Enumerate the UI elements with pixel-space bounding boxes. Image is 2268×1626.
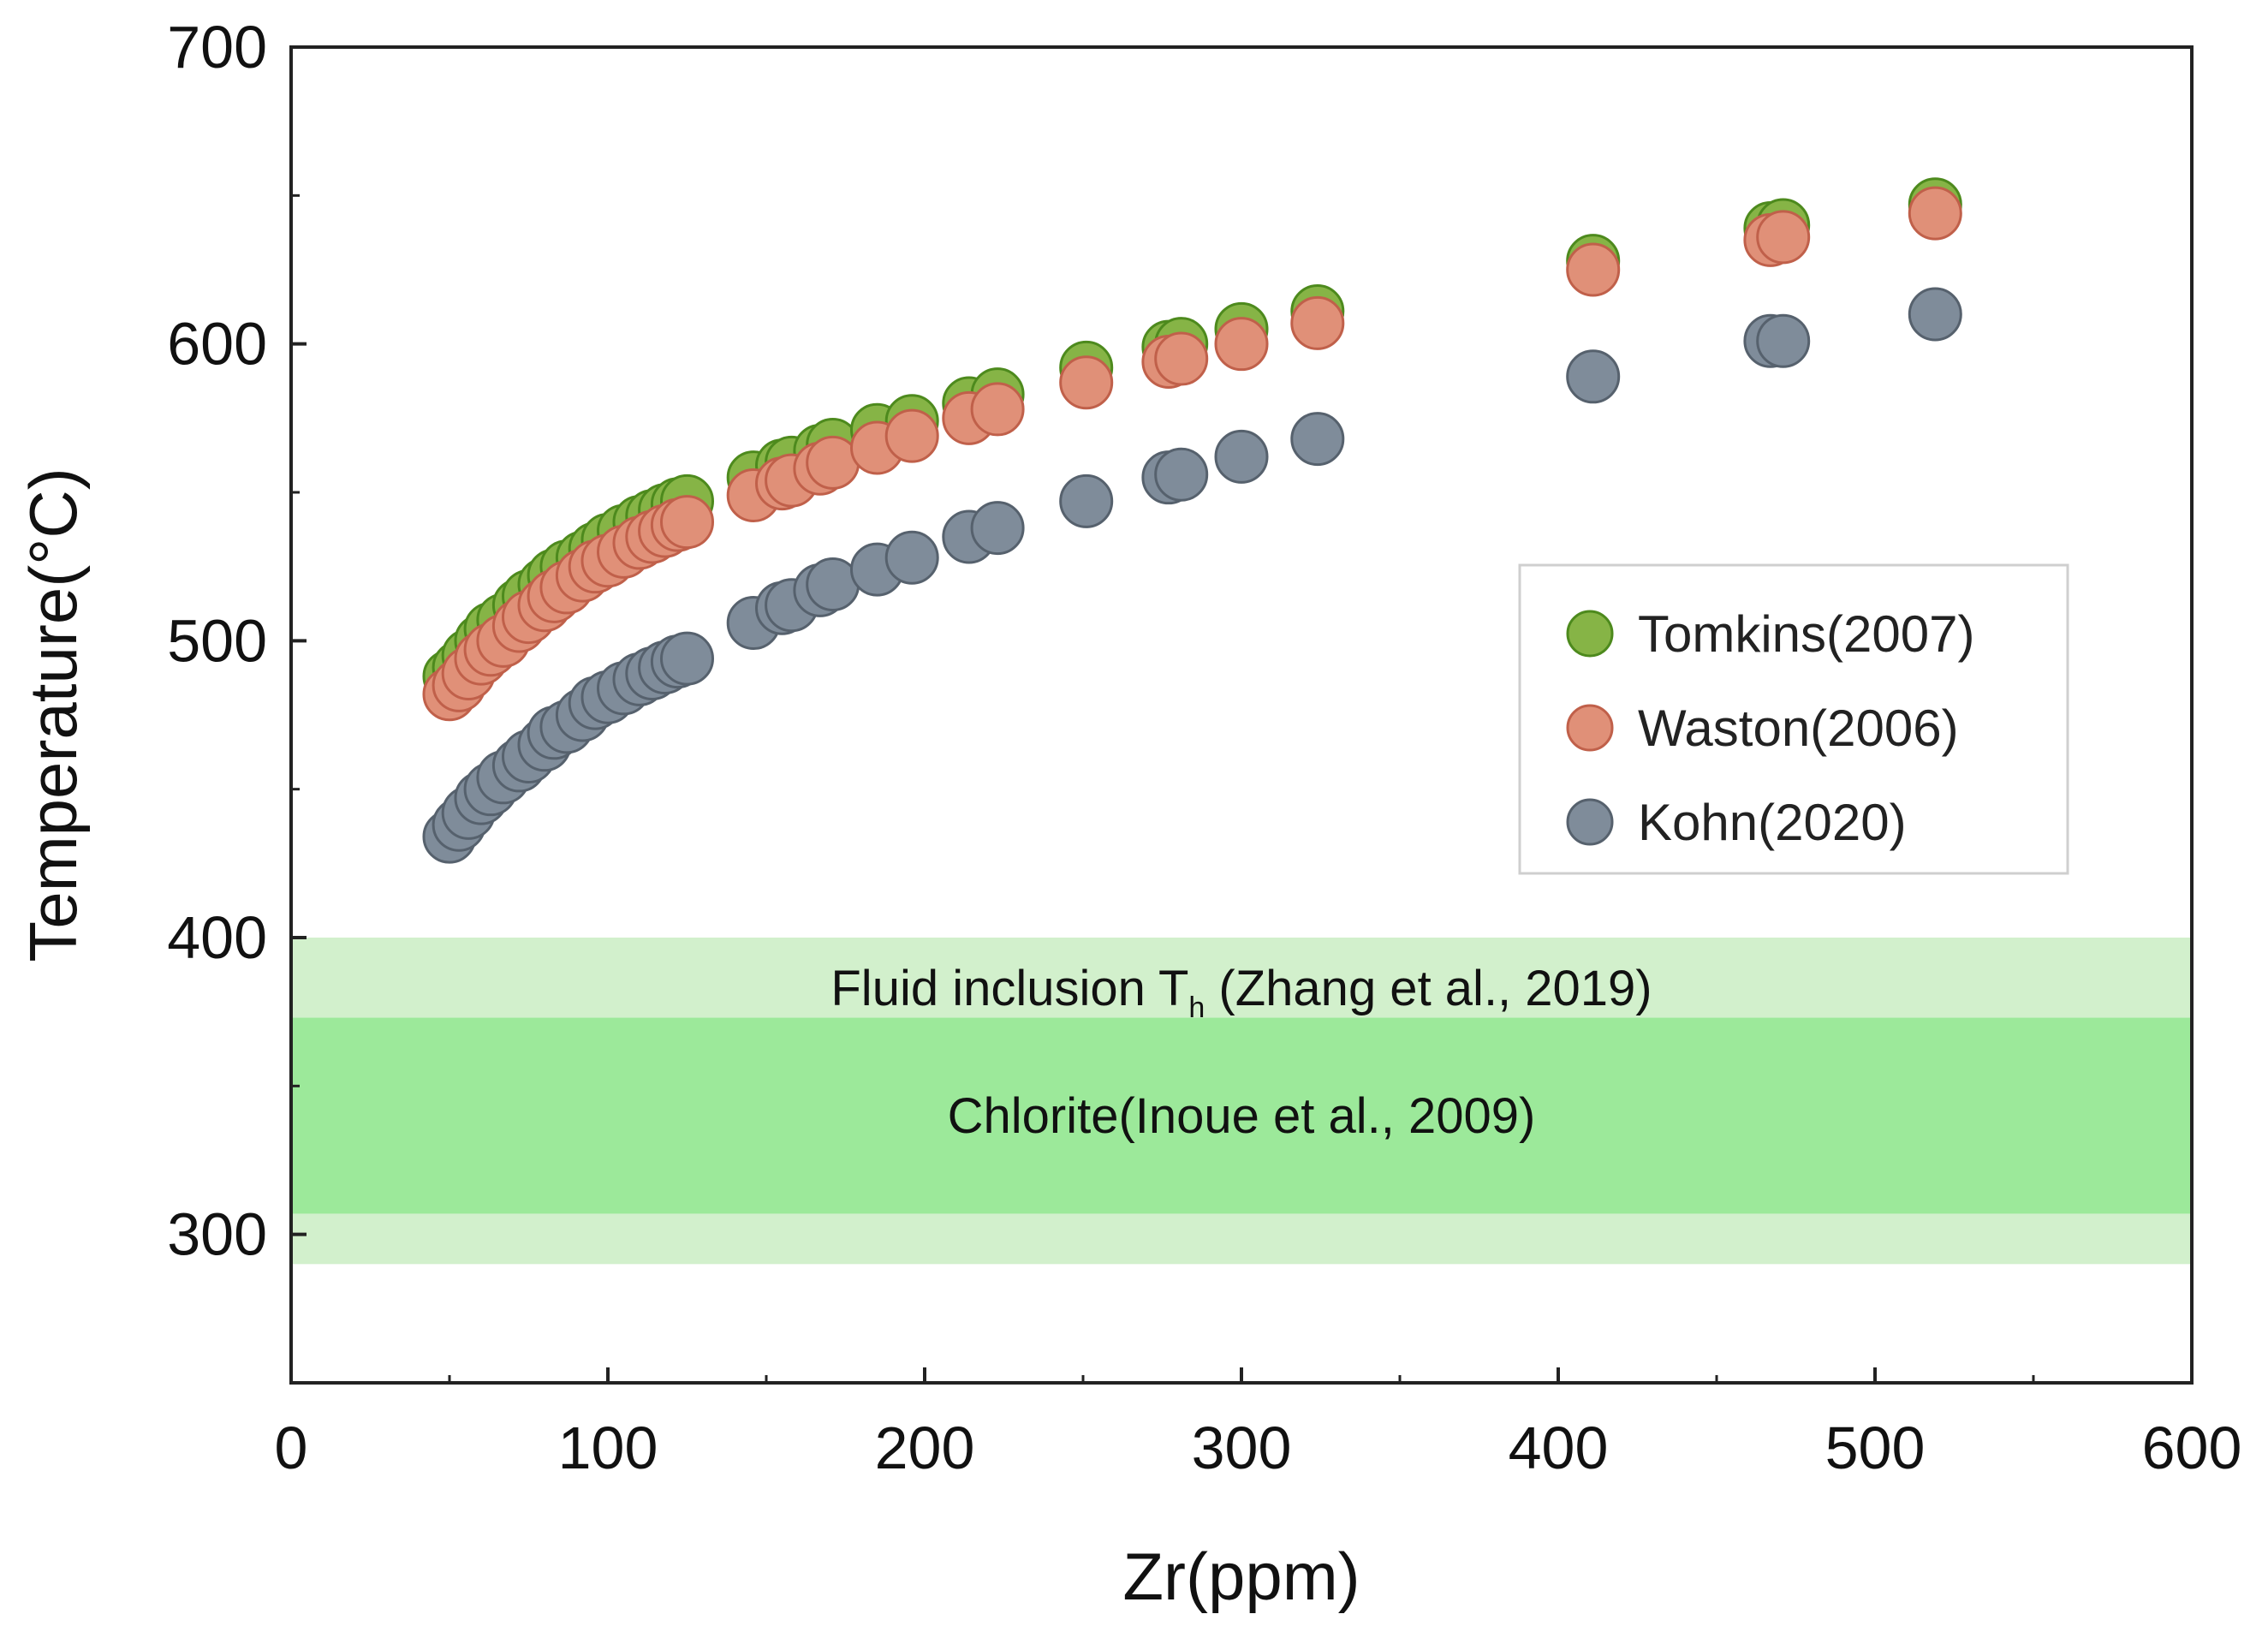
series-waston-2006- <box>422 186 1962 722</box>
band-label-chlorite: Chlorite(Inoue et al., 2009) <box>948 1088 1536 1144</box>
x-tick-label: 600 <box>2142 1415 2242 1481</box>
data-point <box>1756 210 1811 265</box>
legend-marker <box>1566 610 1614 658</box>
legend-label: Tomkins(2007) <box>1638 605 1975 663</box>
data-point <box>1059 355 1114 410</box>
data-point <box>1908 287 1962 342</box>
x-tick-label: 200 <box>875 1415 975 1481</box>
data-point <box>1290 412 1345 467</box>
data-point <box>660 631 714 686</box>
y-tick-label: 500 <box>167 607 267 674</box>
band-label-fluid-inclusion: Fluid inclusion Th (Zhang et al., 2019) <box>830 961 1652 1024</box>
data-point <box>660 495 714 550</box>
data-point <box>1908 186 1962 241</box>
series-kohn-2020- <box>422 287 1962 864</box>
x-tick-label: 500 <box>1825 1415 1926 1481</box>
data-point <box>1566 349 1621 404</box>
x-tick-label: 400 <box>1509 1415 1609 1481</box>
data-point <box>884 530 939 585</box>
data-point <box>1154 331 1209 386</box>
data-point <box>970 382 1025 437</box>
data-point <box>1756 313 1811 368</box>
y-tick-label: 300 <box>167 1201 267 1268</box>
y-tick-label: 700 <box>167 14 267 80</box>
y-tick-label: 600 <box>167 311 267 378</box>
x-tick-label: 300 <box>1192 1415 1292 1481</box>
bands <box>291 938 2192 1265</box>
band-label-fluid-main: Fluid inclusion T <box>830 961 1188 1016</box>
data-point <box>970 501 1025 556</box>
data-point <box>1154 447 1209 502</box>
x-tick-label: 100 <box>558 1415 658 1481</box>
axis-ticks: 0 100 200 300 400 500 600 300 400 500 600 700 <box>167 14 2241 1481</box>
x-tick-label: 0 <box>275 1415 308 1481</box>
band-labels: Fluid inclusion Th (Zhang et al., 2019) … <box>830 961 1652 1144</box>
data-point <box>884 408 939 463</box>
y-tick-label: 400 <box>167 904 267 971</box>
data-point <box>1214 317 1269 372</box>
legend: Tomkins(2007) Waston(2006) Kohn(2020) <box>1518 563 2069 875</box>
legend-label: Waston(2006) <box>1638 700 1959 757</box>
data-points <box>422 177 1962 864</box>
data-point <box>1214 429 1269 484</box>
x-axis-title: Zr(ppm) <box>1122 1539 1360 1614</box>
legend-marker <box>1566 704 1614 752</box>
band-chlorite <box>291 1017 2192 1214</box>
data-point <box>1059 474 1114 528</box>
band-label-fluid-subscript: h <box>1188 992 1205 1024</box>
legend-label: Kohn(2020) <box>1638 794 1907 851</box>
y-axis-title: Temperature(°C) <box>15 468 91 962</box>
band-label-fluid-rest: (Zhang et al., 2019) <box>1205 961 1652 1016</box>
data-point <box>1566 242 1621 297</box>
legend-marker <box>1566 798 1614 846</box>
data-point <box>1290 295 1345 350</box>
